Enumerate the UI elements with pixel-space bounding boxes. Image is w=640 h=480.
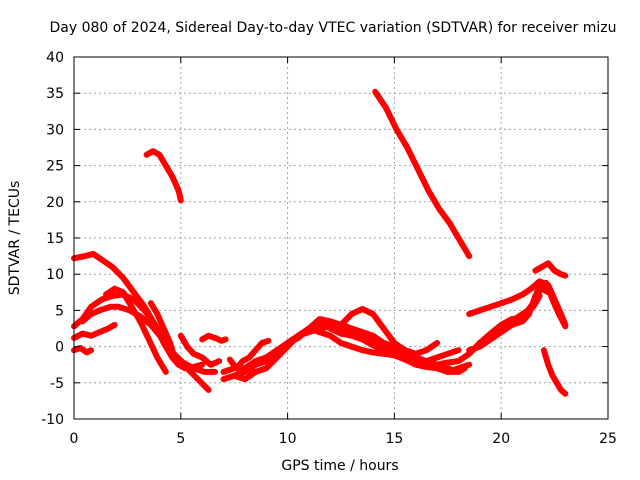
x-tick-label: 10	[279, 431, 297, 447]
x-tick-label: 25	[599, 431, 617, 447]
series-line-s11	[199, 332, 229, 344]
y-tick-label: 5	[55, 303, 64, 319]
series-line-s16	[284, 306, 441, 357]
grid-lines	[74, 57, 608, 419]
series-line-s15	[226, 337, 272, 372]
x-tick-label: 15	[385, 431, 403, 447]
y-tick-label: 15	[46, 231, 64, 247]
series-line-s23	[540, 347, 569, 397]
series-line-s02	[372, 88, 473, 260]
series-line-s05	[79, 303, 218, 375]
series-line-s08	[71, 345, 95, 356]
x-axis-label: GPS time / hours	[281, 458, 398, 474]
series-line-s07	[71, 321, 118, 341]
series-line-s10	[177, 332, 223, 368]
series-line-s14	[231, 318, 473, 383]
y-tick-label: 25	[46, 159, 64, 175]
series-line-s04	[71, 291, 212, 393]
series-layer	[71, 88, 569, 397]
series-line-s01	[143, 148, 184, 204]
series-line-s21	[476, 279, 569, 346]
y-tick-label: 35	[46, 86, 64, 102]
y-axis-label: SDTVAR / TECUs	[7, 181, 23, 296]
y-tick-label: 30	[46, 122, 64, 138]
axis-ticks: 0 5 10 15 20 25 -10 -5 0 5 10 15 20 25 30 35 40	[41, 50, 617, 447]
y-tick-label: -10	[41, 412, 64, 428]
y-tick-label: -5	[50, 376, 64, 392]
y-tick-label: 40	[46, 50, 64, 66]
y-tick-label: 0	[55, 340, 64, 356]
x-tick-label: 0	[70, 431, 79, 447]
series-line-s06	[103, 285, 169, 375]
y-tick-label: 10	[46, 267, 64, 283]
series-line-s17	[306, 325, 462, 365]
y-tick-label: 20	[46, 195, 64, 211]
x-tick-label: 5	[176, 431, 185, 447]
series-line-s09	[147, 300, 178, 361]
x-tick-label: 20	[492, 431, 510, 447]
series-line-s22	[532, 260, 569, 279]
chart-title: Day 080 of 2024, Sidereal Day-to-day VTE…	[50, 20, 617, 36]
